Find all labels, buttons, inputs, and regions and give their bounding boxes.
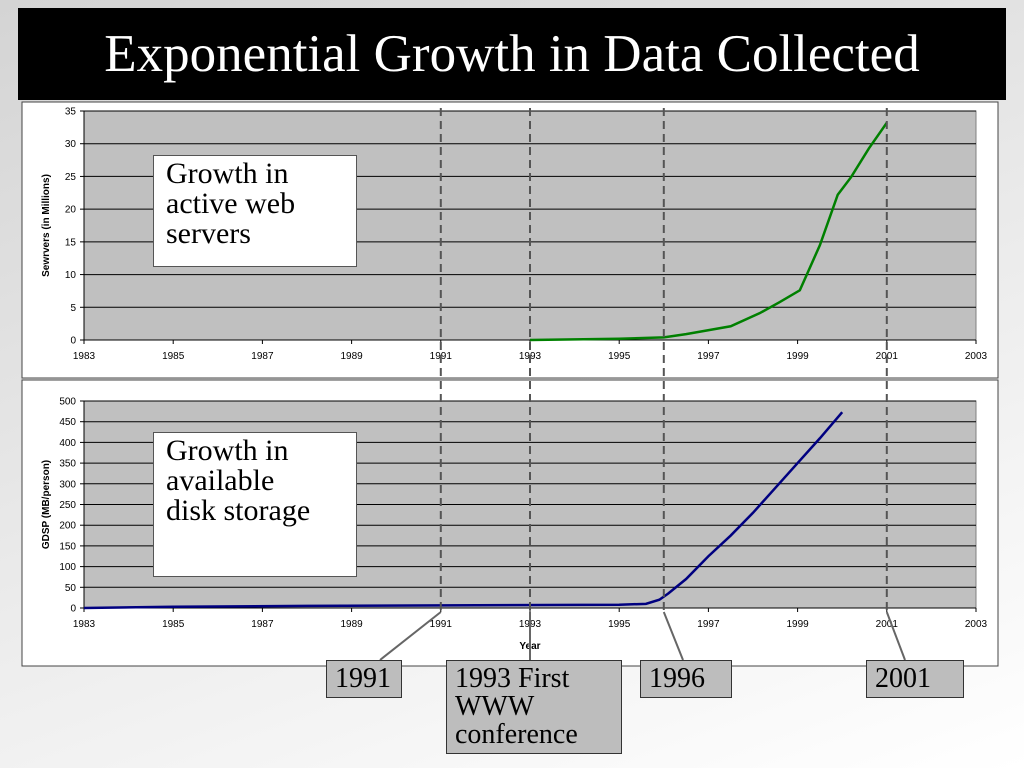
- data-line: [83, 411, 844, 610]
- y-tick-label: 10: [65, 270, 77, 281]
- y-tick-label: 30: [65, 139, 77, 150]
- x-tick-label: 1997: [697, 351, 720, 362]
- x-tick-label: 2003: [965, 351, 988, 362]
- slide-title: Exponential Growth in Data Collected: [18, 8, 1006, 100]
- x-tick-label: 1983: [73, 619, 96, 630]
- x-tick-label: 1991: [430, 619, 453, 630]
- annotation: Growth in active web servers: [166, 157, 296, 250]
- y-tick-label: 500: [59, 397, 76, 408]
- y-tick-label: 250: [59, 500, 76, 511]
- x-tick-label: 1987: [251, 351, 274, 362]
- x-tick-label: 1985: [162, 351, 185, 362]
- x-tick-label: 1987: [251, 619, 274, 630]
- callout-connector: [662, 611, 684, 661]
- y-axis-label: GDSP (MB/person): [41, 460, 52, 549]
- y-tick-label: 20: [65, 205, 77, 216]
- annotation-box: Growth in available disk storage: [153, 432, 357, 577]
- callout-connector: [379, 611, 442, 661]
- x-tick-label: 1995: [608, 619, 631, 630]
- y-tick-label: 5: [70, 303, 76, 314]
- y-axis-label: Sewrvers (in Millions): [41, 174, 52, 277]
- x-tick-label: 1985: [162, 619, 185, 630]
- data-line: [529, 122, 888, 342]
- callout-connector: [885, 611, 906, 661]
- y-tick-label: 150: [59, 541, 76, 552]
- x-tick-label: 2001: [876, 619, 899, 630]
- x-tick-label: 1983: [73, 351, 96, 362]
- y-tick-label: 100: [59, 562, 76, 573]
- x-tick-label: 1999: [786, 351, 809, 362]
- callout: 2001: [866, 660, 964, 698]
- x-tick-label: 1995: [608, 351, 631, 362]
- y-tick-label: 200: [59, 521, 76, 532]
- y-tick-label: 300: [59, 479, 76, 490]
- x-tick-label: 2003: [965, 619, 988, 630]
- x-tick-label: 1989: [340, 351, 363, 362]
- y-tick-label: 450: [59, 417, 76, 428]
- y-tick-label: 15: [65, 237, 77, 248]
- y-tick-label: 25: [65, 172, 77, 183]
- x-tick-label: 1999: [786, 619, 809, 630]
- callout: 1991: [326, 660, 402, 698]
- annotation-box: Growth in active web servers: [153, 155, 357, 267]
- y-tick-label: 50: [65, 583, 77, 594]
- x-tick-label: 1989: [340, 619, 363, 630]
- y-tick-label: 0: [70, 336, 76, 347]
- y-tick-label: 350: [59, 459, 76, 470]
- callout: 1993 First WWW conference: [446, 660, 622, 754]
- y-tick-label: 35: [65, 107, 77, 118]
- annotation: Growth in available disk storage: [166, 434, 311, 527]
- x-tick-label: 1997: [697, 619, 720, 630]
- y-tick-label: 0: [70, 604, 76, 615]
- callout: 1996: [640, 660, 732, 698]
- y-tick-label: 400: [59, 438, 76, 449]
